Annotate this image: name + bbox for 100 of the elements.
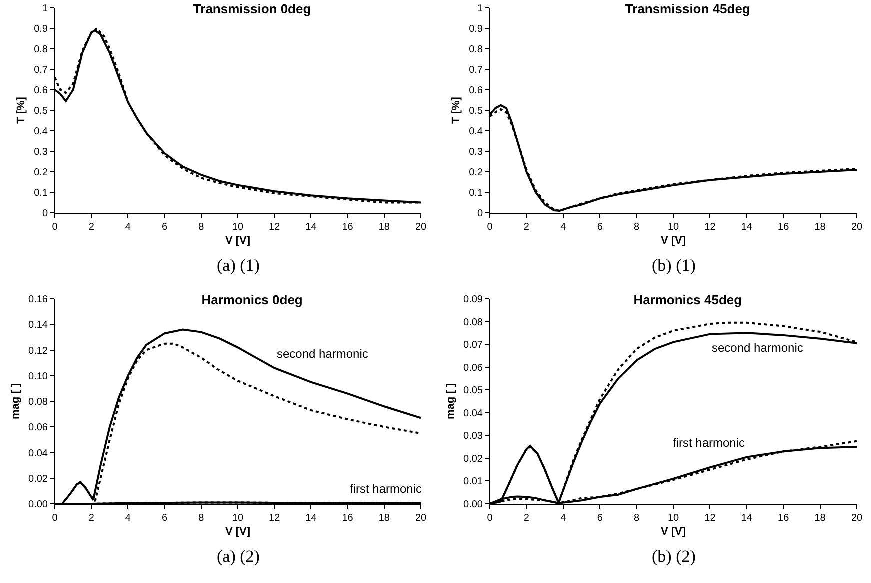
y-axis-title: mag [ ] <box>10 383 22 420</box>
x-tick-label: 4 <box>125 222 132 233</box>
y-tick-label: 0.06 <box>464 362 484 374</box>
y-axis-title: T [%] <box>16 96 28 124</box>
y-tick-label: 0.16 <box>28 294 48 306</box>
x-tick-label: 8 <box>634 513 640 524</box>
x-tick-label: 6 <box>597 222 604 233</box>
y-tick-label: 0.09 <box>464 294 484 306</box>
y-tick-label: 0.3 <box>469 147 484 158</box>
x-tick-label: 0 <box>52 513 58 524</box>
x-tick-label: 16 <box>342 222 354 233</box>
y-tick-label: 0.8 <box>469 44 484 56</box>
y-axis-title: T [%] <box>450 96 463 124</box>
x-tick-label: 8 <box>198 222 205 233</box>
x-tick-label: 2 <box>88 513 95 524</box>
y-tick-label: 0.02 <box>28 474 48 485</box>
y-tick-label: 0.5 <box>469 106 484 117</box>
y-tick-label: 0.01 <box>464 476 484 488</box>
x-tick-label: 0 <box>52 222 58 233</box>
y-tick-label: 0.04 <box>464 408 484 420</box>
x-tick-label: 18 <box>378 222 390 233</box>
x-tick-label: 12 <box>269 513 281 524</box>
y-tick-label: 0.02 <box>464 454 484 465</box>
x-tick-label: 0 <box>487 222 494 233</box>
x-tick-label: 0 <box>487 513 494 524</box>
text: (b) (2) <box>652 547 696 566</box>
y-tick-label: 0.1 <box>34 188 48 199</box>
y-tick-label: 0.5 <box>34 106 48 117</box>
y-tick-label: 0.4 <box>34 126 48 138</box>
text: (a) (2) <box>217 547 260 566</box>
y-tick-label: 0.7 <box>469 65 484 76</box>
x-axis-title: V [V] <box>225 235 251 248</box>
y-tick-label: 0.08 <box>464 317 484 328</box>
y-tick-label: 0.03 <box>464 431 484 442</box>
x-tick-label: 12 <box>704 222 716 233</box>
x-tick-label: 10 <box>232 222 244 233</box>
y-tick-label: 0.10 <box>28 371 48 382</box>
y-tick-label: 0.00 <box>464 500 484 510</box>
x-tick-label: 16 <box>778 513 790 524</box>
x-tick-label: 14 <box>741 222 753 233</box>
y-tick-label: 0.2 <box>34 168 48 178</box>
series-label: second harmonic <box>277 347 368 361</box>
y-axis-title: mag [ ] <box>445 383 458 420</box>
y-tick-label: 0.00 <box>28 500 48 510</box>
x-tick-label: 14 <box>306 222 318 233</box>
y-tick-label: 1 <box>42 4 48 14</box>
series-label: first harmonic <box>350 482 422 496</box>
x-tick-label: 2 <box>524 513 530 524</box>
x-tick-label: 8 <box>634 222 640 233</box>
chart-title: Harmonics 45deg <box>634 292 742 308</box>
x-tick-label: 18 <box>378 513 390 524</box>
y-tick-label: 0.9 <box>469 24 484 35</box>
chart-title: Transmission 45deg <box>625 1 750 16</box>
y-tick-label: 0.2 <box>469 168 484 178</box>
x-tick-label: 6 <box>597 513 604 524</box>
chart-title: Transmission 0deg <box>193 1 312 16</box>
y-tick-label: 0 <box>42 208 48 220</box>
x-axis-title: V [V] <box>660 526 686 538</box>
x-tick-label: 14 <box>306 513 318 524</box>
y-tick-label: 1 <box>477 4 484 14</box>
x-tick-label: 12 <box>269 222 281 233</box>
x-tick-label: 20 <box>851 222 863 233</box>
x-axis-title: V [V] <box>660 235 686 248</box>
x-tick-label: 20 <box>415 513 427 524</box>
y-tick-label: 0.6 <box>34 86 48 96</box>
x-tick-label: 2 <box>88 222 95 233</box>
y-tick-label: 0.7 <box>34 65 48 76</box>
x-tick-label: 2 <box>524 222 530 233</box>
x-tick-label: 16 <box>342 513 354 524</box>
text: (b) (1) <box>652 256 696 275</box>
x-tick-label: 20 <box>851 513 863 524</box>
x-tick-label: 10 <box>232 513 244 524</box>
text: (a) (1) <box>217 256 260 275</box>
x-tick-label: 4 <box>125 513 132 524</box>
x-tick-label: 8 <box>198 513 205 524</box>
y-tick-label: 0.04 <box>28 448 48 460</box>
x-tick-label: 18 <box>814 513 826 524</box>
y-tick-label: 0.4 <box>469 126 484 138</box>
y-tick-label: 0 <box>477 208 484 220</box>
y-tick-label: 0.6 <box>469 86 484 96</box>
y-tick-label: 0.05 <box>464 386 484 397</box>
y-tick-label: 0.08 <box>28 397 48 408</box>
x-tick-label: 4 <box>560 513 567 524</box>
x-tick-label: 20 <box>415 222 427 233</box>
x-tick-label: 14 <box>741 513 753 524</box>
y-tick-label: 0.9 <box>34 24 48 35</box>
y-tick-label: 0.06 <box>28 422 48 434</box>
x-tick-label: 12 <box>704 513 716 524</box>
chart-title: Harmonics 0deg <box>202 292 303 308</box>
x-tick-label: 4 <box>560 222 567 233</box>
y-tick-label: 0.14 <box>28 320 48 332</box>
x-tick-label: 10 <box>668 513 680 524</box>
x-tick-label: 16 <box>778 222 790 233</box>
x-tick-label: 6 <box>162 222 168 233</box>
x-tick-label: 6 <box>162 513 168 524</box>
y-tick-label: 0.1 <box>469 188 484 199</box>
x-axis-title: V [V] <box>225 526 251 538</box>
y-tick-label: 0.3 <box>34 147 48 158</box>
y-tick-label: 0.07 <box>464 340 484 352</box>
series-label: second harmonic <box>712 341 804 355</box>
